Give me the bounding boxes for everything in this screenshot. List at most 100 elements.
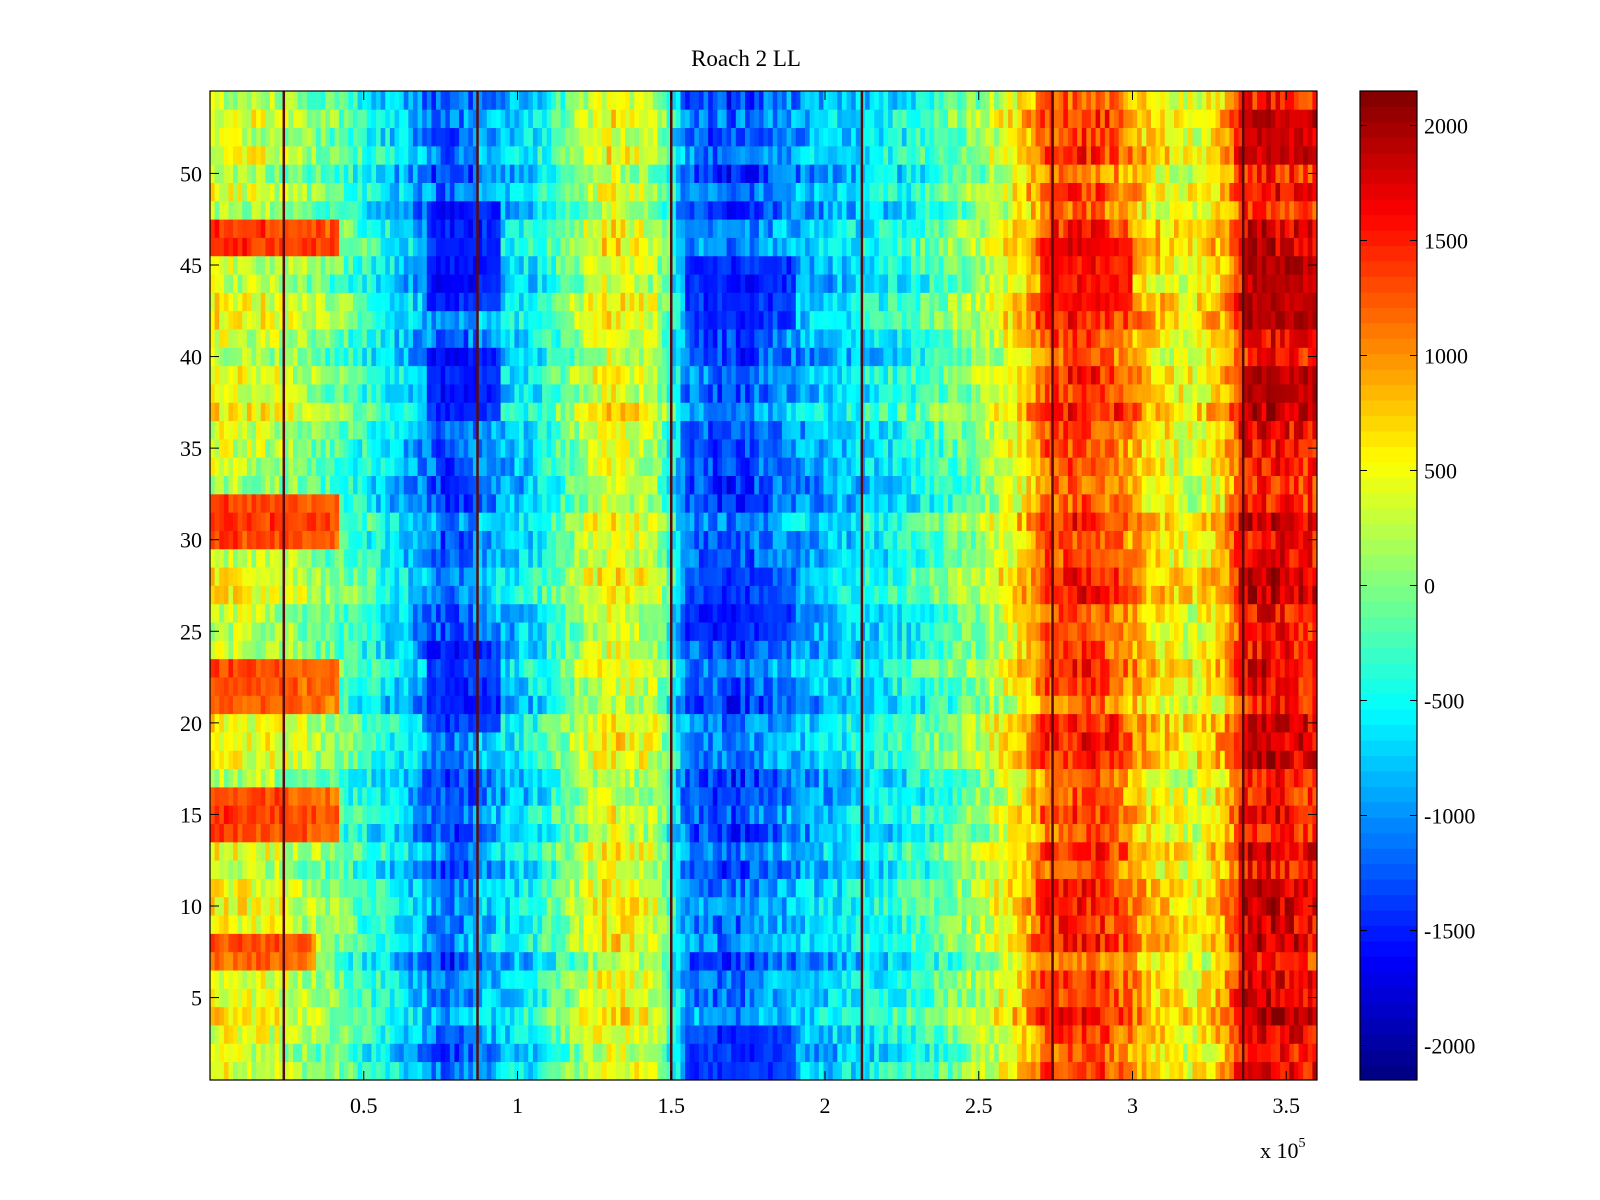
- heatmap-cell: [528, 951, 534, 971]
- heatmap-cell: [1012, 786, 1018, 806]
- heatmap-cell: [763, 1043, 769, 1063]
- heatmap-cell: [1298, 841, 1304, 861]
- heatmap-cell: [422, 805, 428, 824]
- heatmap-cell: [269, 878, 275, 898]
- heatmap-cell: [311, 805, 317, 824]
- heatmap-cell: [251, 933, 257, 953]
- heatmap-cell: [878, 878, 884, 898]
- heatmap-cell: [897, 896, 903, 916]
- heatmap-cell: [800, 1006, 806, 1026]
- heatmap-cell: [1220, 1006, 1226, 1026]
- heatmap-cell: [454, 933, 460, 953]
- heatmap-cell: [823, 750, 829, 770]
- heatmap-cell: [468, 915, 474, 934]
- heatmap-cell: [1257, 713, 1263, 733]
- heatmap-cell: [878, 750, 884, 770]
- heatmap-cell: [519, 860, 525, 879]
- heatmap-cell: [555, 695, 561, 715]
- heatmap-cell: [223, 878, 229, 898]
- heatmap-cell: [1247, 860, 1253, 879]
- heatmap-cell: [495, 878, 501, 898]
- heatmap-cell: [348, 786, 354, 806]
- heatmap-cell: [901, 933, 907, 953]
- heatmap-cell: [1127, 1043, 1133, 1063]
- heatmap-cell: [560, 988, 566, 1008]
- heatmap-cell: [325, 915, 331, 934]
- heatmap-cell: [1243, 713, 1249, 733]
- heatmap-cell: [1044, 841, 1050, 861]
- heatmap-cell: [620, 860, 626, 879]
- heatmap-cell: [1017, 750, 1023, 770]
- heatmap-cell: [380, 933, 386, 953]
- heatmap-cell: [265, 713, 271, 733]
- heatmap-cell: [1104, 1061, 1110, 1081]
- heatmap-cell: [611, 988, 617, 1008]
- heatmap-cell: [648, 823, 654, 843]
- heatmap-cell: [1072, 1006, 1078, 1026]
- heatmap-cell: [754, 860, 760, 879]
- heatmap-cell: [892, 841, 898, 861]
- heatmap-cell: [915, 1043, 921, 1063]
- heatmap-cell: [514, 878, 520, 898]
- heatmap-cell: [260, 951, 266, 971]
- heatmap-cell: [1072, 823, 1078, 843]
- heatmap-cell: [957, 732, 963, 751]
- heatmap-cell: [265, 768, 271, 788]
- heatmap-cell: [1247, 823, 1253, 843]
- heatmap-cell: [874, 860, 880, 879]
- heatmap-cell: [588, 823, 594, 843]
- heatmap-cell: [1160, 768, 1166, 788]
- heatmap-cell: [1118, 951, 1124, 971]
- heatmap-cell: [260, 1025, 266, 1044]
- heatmap-cell: [809, 695, 815, 715]
- heatmap-cell: [1141, 732, 1147, 751]
- heatmap-cell: [1040, 805, 1046, 824]
- heatmap-cell: [1215, 786, 1221, 806]
- heatmap-cell: [1058, 713, 1064, 733]
- heatmap-cell: [763, 823, 769, 843]
- heatmap-cell: [1054, 933, 1060, 953]
- heatmap-cell: [1090, 823, 1096, 843]
- heatmap-cell: [920, 805, 926, 824]
- heatmap-cell: [468, 805, 474, 824]
- heatmap-cell: [924, 1006, 930, 1026]
- heatmap-cell: [805, 1025, 811, 1044]
- heatmap-cell: [915, 841, 921, 861]
- heatmap-cell: [786, 805, 792, 824]
- heatmap-cell: [454, 841, 460, 861]
- heatmap-cell: [1280, 1043, 1286, 1063]
- heatmap-cell: [643, 750, 649, 770]
- heatmap-cell: [703, 1061, 709, 1081]
- heatmap-cell: [786, 896, 792, 916]
- heatmap-cell: [998, 896, 1004, 916]
- heatmap-cell: [883, 786, 889, 806]
- heatmap-cell: [929, 713, 935, 733]
- heatmap-cell: [980, 695, 986, 715]
- heatmap-cell: [574, 1025, 580, 1044]
- heatmap-cell: [1146, 896, 1152, 916]
- heatmap-cell: [620, 951, 626, 971]
- heatmap-cell: [334, 1025, 340, 1044]
- heatmap-cell: [459, 1006, 465, 1026]
- heatmap-cell: [708, 933, 714, 953]
- heatmap-cell: [1081, 970, 1087, 989]
- heatmap-cell: [260, 841, 266, 861]
- heatmap-cell: [459, 695, 465, 715]
- heatmap-cell: [454, 951, 460, 971]
- heatmap-cell: [339, 933, 345, 953]
- heatmap-cell: [971, 713, 977, 733]
- heatmap-cell: [629, 841, 635, 861]
- heatmap-cell: [971, 768, 977, 788]
- heatmap-cell: [482, 878, 488, 898]
- heatmap-cell: [652, 970, 658, 989]
- heatmap-cell: [717, 823, 723, 843]
- heatmap-cell: [855, 1006, 861, 1026]
- heatmap-cell: [800, 786, 806, 806]
- heatmap-cell: [251, 732, 257, 751]
- heatmap-cell: [560, 1006, 566, 1026]
- heatmap-cell: [1031, 1025, 1037, 1044]
- heatmap-cell: [818, 896, 824, 916]
- heatmap-cell: [828, 786, 834, 806]
- heatmap-cell: [1192, 823, 1198, 843]
- heatmap-cell: [957, 823, 963, 843]
